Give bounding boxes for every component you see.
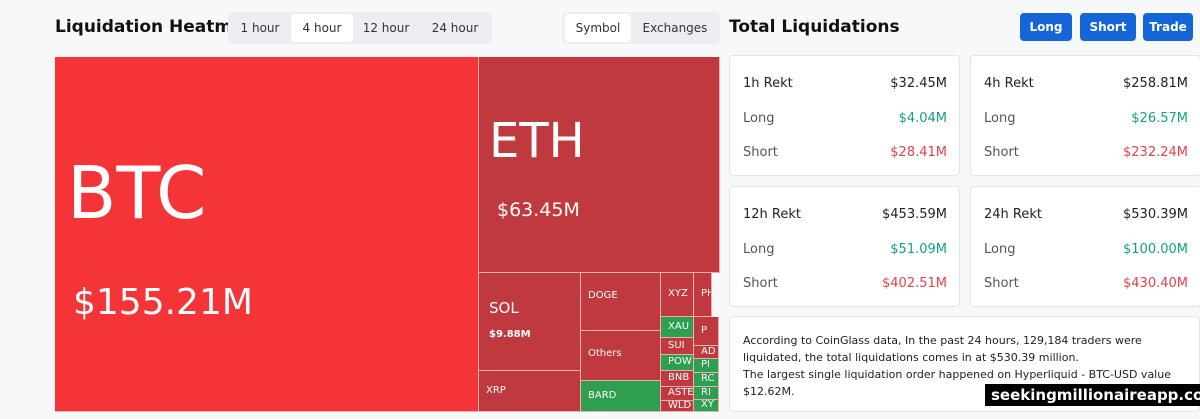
heatmap-tile[interactable]: RI [694,387,719,400]
row-value: $51.09M [890,242,947,257]
heatmap-tile[interactable]: P [694,317,719,346]
row-value: $26.57M [1131,111,1188,126]
heatmap-tile[interactable]: WLD [661,401,694,412]
tile-label: BNB [668,372,690,383]
tile-value: $9.88M [489,329,531,340]
heatmap-tile[interactable]: XY [694,400,719,412]
row-value: $430.40M [1123,276,1188,291]
tile-value: $63.45M [497,199,580,221]
watermark: seekingmillionaireapp.com [985,384,1200,406]
view-tab[interactable]: Exchanges [642,21,708,35]
card-label: 1h Rekt [743,76,793,91]
stat-card: 4h Rekt $258.81M Long $26.57M Short $232.24M [970,55,1200,176]
heatmap-tile[interactable]: XAU [661,317,694,338]
tile-label: Others [588,348,622,359]
row-value: $232.24M [1123,145,1188,160]
summary-text: The largest single liquidation order hap… [743,368,1171,398]
card-total: $453.59M [882,207,947,222]
tile-label: XAU [668,320,690,332]
tile-label: POW [668,356,692,367]
heatmap-tile[interactable]: BNB [661,371,694,387]
panel-title: Total Liquidations [729,17,900,37]
card-total: $530.39M [1123,207,1188,222]
page-title: Liquidation Heatmap [55,17,256,37]
heatmap-tile[interactable]: DOGE [581,273,661,331]
tile-label: SUI [668,339,685,351]
tile-value: $155.21M [73,282,253,323]
heatmap-tile[interactable]: PI [694,359,719,373]
row-label: Short [743,276,778,291]
row-label: Short [984,145,1019,160]
tile-label: BTC [67,151,207,235]
row-label: Short [984,276,1019,291]
heatmap-tile[interactable]: BTC $155.21M [55,57,479,412]
time-tab[interactable]: 24 hour [431,21,479,35]
tile-label: XY [701,400,714,410]
heatmap-tile[interactable]: ASTE [661,387,694,401]
time-tab[interactable]: 12 hour [362,21,410,35]
tile-label: RC [701,373,715,384]
row-label: Long [743,111,775,126]
time-tabs [228,12,492,44]
tile-label: P [701,324,708,336]
row-label: Short [743,145,778,160]
card-label: 24h Rekt [984,207,1042,222]
heatmap-tile[interactable]: PH [694,273,712,317]
row-label: Long [743,242,775,257]
card-label: 4h Rekt [984,76,1034,91]
heatmap-tile[interactable]: XYZ [661,273,694,317]
heatmap-tile[interactable]: AD [694,346,719,359]
card-total: $258.81M [1123,76,1188,91]
time-tab[interactable]: 4 hour [291,14,353,42]
action-button[interactable]: Trade [1143,13,1193,41]
stat-card: 24h Rekt $530.39M Long $100.00M Short $430.40… [970,186,1200,307]
view-tab[interactable]: Symbol [565,14,631,42]
heatmap-tile[interactable]: SUI [661,338,694,355]
row-value: $28.41M [890,145,947,160]
heatmap-tile[interactable]: ETH $63.45M [479,57,720,273]
heatmap-tile[interactable]: POW [661,355,694,371]
tile-label: ETH [489,113,585,169]
heatmap-tile[interactable]: SOL $9.88M [479,273,581,371]
heatmap-tile[interactable]: XRP [479,371,581,412]
tile-label: SOL [489,299,519,317]
tile-label: DOGE [588,290,618,301]
card-total: $32.45M [890,76,947,91]
action-button[interactable]: Short [1080,13,1136,41]
action-button[interactable]: Long [1020,13,1072,41]
row-value: $402.51M [882,276,947,291]
tile-label: PI [701,359,710,370]
row-value: $100.00M [1123,242,1188,257]
row-label: Long [984,242,1016,257]
heatmap-tile[interactable]: BARD [581,381,661,412]
tile-label: ASTE [668,387,694,398]
heatmap-tile[interactable]: Others [581,331,661,381]
tile-label: XRP [486,384,506,396]
tile-label: AD [701,346,716,357]
summary-text: According to CoinGlass data, In the past… [743,334,1142,364]
stat-card: 12h Rekt $453.59M Long $51.09M Short $402.51M [729,186,960,307]
tile-label: WLD [668,401,692,411]
row-value: $4.04M [898,111,947,126]
tile-label: XYZ [668,288,688,299]
row-label: Long [984,111,1016,126]
tile-label: PH [701,288,711,299]
time-tab[interactable]: 1 hour [240,21,280,35]
tile-label: RI [701,387,711,398]
card-label: 12h Rekt [743,207,801,222]
stat-card: 1h Rekt $32.45M Long $4.04M Short $28.41M [729,55,960,176]
tile-label: BARD [588,389,617,401]
heatmap-tile[interactable]: RC [694,373,719,387]
